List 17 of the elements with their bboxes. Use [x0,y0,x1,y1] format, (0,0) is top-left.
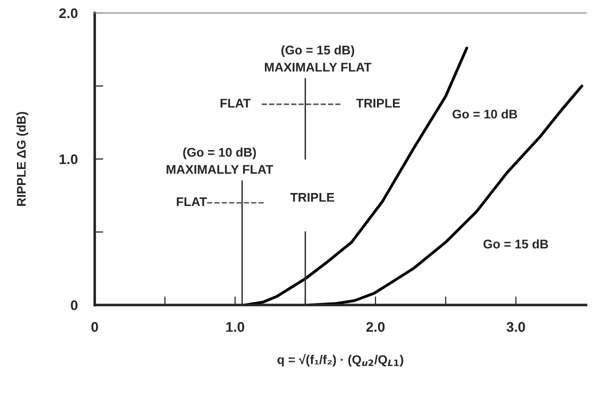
annotation: Go = 10 dB [452,109,518,119]
x-tick-label: 3.0 [506,322,525,332]
annotation: TRIPLE [356,98,400,108]
y-tick-label: 2.0 [59,8,78,18]
annotation: (Go = 15 dB) MAXIMALLY FLAT [264,45,372,72]
x-tick-label: 2.0 [366,322,385,332]
annotation: (Go = 10 dB) MAXIMALLY FLAT [166,148,274,174]
y-axis-title: RIPPLE ΔG (dB) [16,112,28,206]
annotation: FLAT [220,98,251,108]
y-tick-label: 1.0 [60,154,78,164]
y-tick-label: 0 [70,300,78,310]
annotation: TRIPLE [290,193,334,202]
x-tick-label: 1.0 [226,322,244,332]
x-tick-label: 0 [91,322,98,332]
annotation: Go = 15 dB [484,239,548,248]
annotation: FLAT [176,197,207,206]
x-axis-title: q = √(f₁/f₂) · (Q$_{u2}$/Q$_{L1}$) [277,354,404,367]
